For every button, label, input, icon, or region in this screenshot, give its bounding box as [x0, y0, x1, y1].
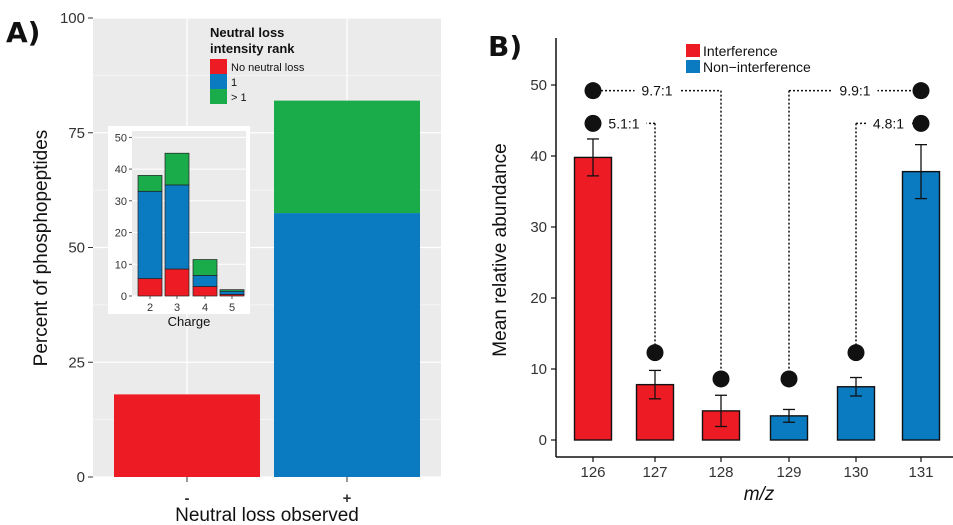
inset-bar-no-neutral-loss-charge-4	[192, 286, 218, 297]
legend-swatch-rank-1	[210, 74, 227, 89]
inset-bar-1-charge-2	[137, 175, 163, 192]
ratio-label-background	[634, 81, 680, 100]
x-tick-label: -	[185, 490, 190, 507]
panel-b-y-ticks: 0 10 20 30 40 50	[530, 77, 556, 449]
legend-label-rank-1: 1	[231, 77, 237, 89]
inset-y-tick-label: 10	[115, 259, 127, 271]
marker-dot-127	[646, 344, 664, 362]
ratio-connector-9-7-1	[593, 89, 722, 379]
inset-x-ticks: 2 3 4 5	[147, 296, 235, 314]
panel-a-inset: 0 10 20 30 40 50 2 3 4 5 Charge	[108, 126, 250, 329]
legend-swatch-non-interference	[686, 60, 700, 73]
legend-swatch-no-neutral-loss	[210, 59, 227, 74]
inset-bar-1-charge-2	[137, 190, 163, 279]
ratio-label: 4.8:1	[873, 115, 904, 131]
bar-no-neutral-loss-minus	[114, 394, 260, 477]
panel-a-y-axis-title: Percent of phosphopeptides	[31, 130, 52, 367]
panel-b-x-axis-title: m/z	[744, 484, 775, 505]
legend-label-rank-gt-1: > 1	[231, 92, 247, 104]
ratio-label-background	[832, 81, 878, 100]
panel-a-bars	[114, 100, 420, 477]
marker-dot-126	[584, 114, 602, 132]
bar-mz-126	[573, 156, 613, 441]
inset-bar-1-charge-3	[164, 184, 190, 270]
ratio-label: 5.1:1	[608, 115, 639, 131]
inset-bars	[137, 152, 245, 297]
inset-y-tick-label: 40	[115, 164, 127, 176]
y-tick-label: 50	[530, 77, 547, 94]
inset-bar-1-charge-4	[192, 259, 218, 276]
y-tick-label: 75	[68, 125, 85, 142]
y-tick-label: 100	[60, 10, 85, 27]
y-tick-label: 0	[77, 469, 85, 486]
inset-x-tick-label: 3	[174, 302, 180, 314]
y-tick-label: 0	[539, 432, 547, 449]
ratio-label-background	[601, 114, 647, 133]
inset-bar-no-neutral-loss-charge-3	[164, 268, 190, 297]
legend-swatch-interference	[686, 44, 700, 57]
x-tick-label: 131	[908, 464, 933, 481]
marker-dot-131	[912, 82, 930, 100]
inset-x-tick-label: 5	[229, 302, 235, 314]
y-tick-label: 25	[68, 354, 85, 371]
x-tick-label: 129	[776, 464, 801, 481]
panel-a-y-ticks: 0 25 50 75 100	[60, 10, 93, 486]
inset-bar-1-charge-3	[164, 152, 190, 186]
panel-a-legend: Neutral loss intensity rank No neutral l…	[210, 25, 305, 104]
y-tick-label: 30	[530, 219, 547, 236]
marker-dot-129	[780, 370, 798, 388]
panel-b-label: B)	[488, 30, 522, 63]
inset-y-tick-label: 50	[115, 132, 127, 144]
bar-1-plus	[274, 100, 420, 214]
legend-title-line-2: intensity rank	[210, 41, 295, 56]
ratio-label: 9.7:1	[641, 83, 672, 99]
y-tick-label: 40	[530, 148, 547, 165]
ratio-label: 9.9:1	[839, 83, 870, 99]
panel-b-markers	[584, 82, 930, 388]
marker-dot-130	[847, 344, 865, 362]
y-tick-label: 10	[530, 361, 547, 378]
panel-a-label: A)	[6, 16, 40, 49]
inset-x-axis-title: Charge	[168, 314, 211, 329]
panel-b-y-axis-title: Mean relative abundance	[490, 143, 511, 356]
bar-1-plus	[274, 213, 420, 477]
bar-mz-131	[901, 170, 941, 441]
ratio-label-background	[866, 114, 911, 133]
x-tick-label: +	[343, 490, 352, 507]
x-tick-label: 128	[708, 464, 733, 481]
x-tick-label: 127	[642, 464, 667, 481]
panel-a-x-ticks: - +	[185, 477, 352, 507]
legend-title-line-1: Neutral loss	[210, 25, 284, 40]
panel-b-x-ticks: 126 127 128 129 130 131	[580, 457, 934, 481]
legend-label-no-neutral-loss: No neutral loss	[231, 62, 305, 74]
legend-label-interference: Interference	[703, 43, 778, 59]
inset-x-tick-label: 2	[147, 302, 153, 314]
x-tick-label: 126	[580, 464, 605, 481]
panel-b-bars	[573, 156, 941, 441]
inset-bar-1-charge-4	[192, 275, 218, 287]
inset-y-tick-label: 30	[115, 196, 127, 208]
panel-a-x-axis-title: Neutral loss observed	[175, 505, 359, 525]
legend-label-non-interference: Non−interference	[703, 59, 811, 75]
legend-swatch-rank-gt-1	[210, 89, 227, 104]
panel-b-ratio-annotations: 9.7:15.1:1 9.9:14.8:1	[593, 81, 921, 379]
marker-dot-131	[912, 114, 930, 132]
marker-dot-128	[712, 370, 730, 388]
inset-y-tick-label: 0	[121, 291, 127, 303]
inset-x-tick-label: 4	[202, 302, 208, 314]
panel-b-error-bars	[587, 138, 927, 428]
marker-dot-126	[584, 82, 602, 100]
y-tick-label: 20	[530, 290, 547, 307]
inset-bar-1-charge-5	[219, 289, 245, 292]
panel-b-legend: Interference Non−interference	[686, 43, 811, 75]
inset-bar-no-neutral-loss-charge-2	[137, 278, 163, 297]
y-tick-label: 50	[68, 240, 85, 257]
inset-bar-1-charge-5	[219, 290, 245, 295]
x-tick-label: 130	[843, 464, 868, 481]
inset-y-ticks: 0 10 20 30 40 50	[115, 132, 132, 303]
ratio-connector-9-9-1	[788, 89, 921, 379]
inset-y-tick-label: 20	[115, 228, 127, 240]
